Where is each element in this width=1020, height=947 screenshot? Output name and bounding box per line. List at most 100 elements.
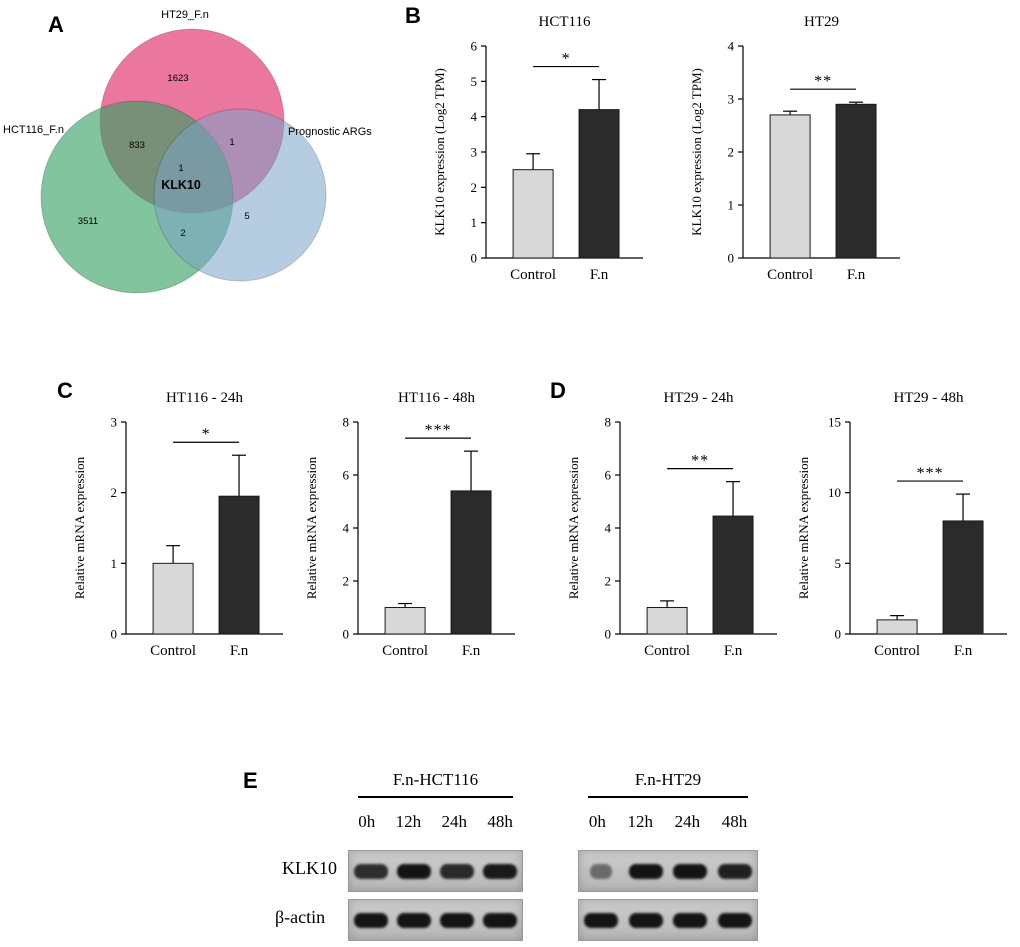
y-tick-label: 8	[605, 415, 612, 430]
chart-svg: HT116 - 48h Relative mRNA expression 0 2 4 6 8…	[304, 390, 515, 659]
y-tick-label: 8	[343, 415, 350, 430]
blot-band	[628, 864, 663, 879]
blot-band	[483, 913, 518, 928]
panel-label-a: A	[48, 12, 64, 37]
panel-label-d: D	[550, 378, 566, 403]
y-tick-label: 1	[111, 556, 118, 571]
chart-svg: HT29 - 48h Relative mRNA expression 0 5 10 15…	[796, 390, 1007, 659]
x-tick-label: F.n	[462, 643, 481, 659]
chart-c-ht116-24h: HT116 - 24h Relative mRNA expression 0 1 2 3 C…	[68, 382, 293, 690]
y-tick-label: 6	[605, 468, 612, 483]
chart-svg: HT116 - 24h Relative mRNA expression 0 1 2 3 C…	[72, 390, 283, 659]
chart-title: HT116 - 48h	[398, 390, 475, 406]
venn-circles	[40, 28, 327, 294]
blot-band	[717, 864, 752, 879]
y-tick-label: 4	[471, 109, 478, 124]
lane-labels-ht29: 0h 12h 24h 48h	[578, 812, 758, 832]
blot-group-title-hct116: F.n-HCT116	[392, 770, 479, 789]
blot-band	[673, 864, 708, 879]
y-tick-label: 0	[343, 627, 350, 642]
venn-diagram: HT29_F.n HCT116_F.n Prognostic ARGs 1623…	[3, 9, 372, 294]
venn-set-label-args: Prognostic ARGs	[288, 126, 372, 138]
significance-stars: **	[814, 73, 832, 90]
blot-image-actin-ht29	[578, 899, 758, 941]
venn-count-hct116-only: 3511	[78, 216, 98, 227]
venn-circle-args	[153, 108, 327, 282]
venn-count-args-only: 5	[244, 211, 249, 222]
significance-stars: *	[562, 51, 571, 68]
y-tick-label: 0	[605, 627, 612, 642]
y-axis-label: Relative mRNA expression	[566, 456, 581, 599]
y-tick-label: 0	[835, 627, 842, 642]
y-tick-label: 5	[835, 556, 842, 571]
x-tick-label: F.n	[724, 643, 743, 659]
bar-treatment	[578, 109, 620, 259]
y-tick-label: 3	[728, 92, 735, 107]
y-tick-label: 1	[471, 215, 478, 230]
x-tick-label: Control	[874, 643, 920, 659]
y-tick-label: 10	[828, 485, 841, 500]
y-tick-label: 2	[605, 574, 612, 589]
x-tick-label: F.n	[230, 643, 249, 659]
chart-b-ht29: HT29 KLK10 expression (Log2 TPM) 0 1 2 3 4 Cont…	[685, 6, 910, 314]
x-tick-label: F.n	[954, 643, 973, 659]
chart-svg: HT29 - 24h Relative mRNA expression 0 2 4 6 8 C…	[566, 390, 777, 659]
lane-label: 12h	[395, 812, 422, 831]
chart-title: HT29	[804, 14, 839, 30]
blot-band	[353, 864, 388, 879]
y-tick-label: 2	[343, 574, 350, 589]
y-axis-label: KLK10 expression (Log2 TPM)	[432, 68, 447, 236]
venn-count-all-three: 1	[178, 163, 183, 174]
chart-svg: HT29 KLK10 expression (Log2 TPM) 0 1 2 3 4 Cont…	[689, 14, 900, 283]
chart-d-ht29-48h: HT29 - 48h Relative mRNA expression 0 5 10 15…	[792, 382, 1017, 690]
y-tick-label: 4	[343, 521, 350, 536]
x-tick-label: Control	[644, 643, 690, 659]
bar-control	[769, 114, 811, 259]
blot-row-label-actin: β-actin	[275, 907, 326, 927]
y-tick-label: 2	[728, 145, 735, 160]
y-tick-label: 0	[728, 251, 735, 266]
significance-stars: ***	[425, 422, 452, 439]
lane-label: 48h	[721, 812, 748, 831]
significance-stars: *	[202, 426, 211, 443]
bar-treatment	[942, 520, 984, 635]
x-tick-label: F.n	[847, 267, 866, 283]
significance-stars: ***	[917, 465, 944, 482]
lane-label: 0h	[358, 812, 376, 831]
blot-image-klk10-hct116	[348, 850, 523, 892]
chart-title: HT29 - 48h	[894, 390, 964, 406]
blot-title-underline	[588, 796, 748, 798]
chart-title: HCT116	[539, 14, 591, 30]
y-axis-label: KLK10 expression (Log2 TPM)	[689, 68, 704, 236]
x-tick-label: F.n	[590, 267, 609, 283]
chart-b-hct116: HCT116 KLK10 expression (Log2 TPM) 0 1 2 3 4 5 6…	[428, 6, 653, 314]
blot-row-label-klk10: KLK10	[282, 858, 337, 878]
venn-count-hct116-args: 2	[180, 228, 185, 239]
chart-svg: HCT116 KLK10 expression (Log2 TPM) 0 1 2 3 4 5 6…	[432, 14, 643, 283]
venn-count-ht29-args: 1	[229, 137, 234, 148]
y-tick-label: 0	[111, 627, 118, 642]
blot-group-title-ht29: F.n-HT29	[634, 770, 702, 789]
x-tick-label: Control	[382, 643, 428, 659]
y-axis-label: Relative mRNA expression	[304, 456, 319, 599]
y-tick-label: 6	[343, 468, 350, 483]
blot-band	[440, 864, 475, 879]
bar-control	[152, 562, 194, 635]
blot-band	[396, 913, 431, 928]
blot-band	[584, 913, 619, 928]
venn-set-label-ht29: HT29_F.n	[161, 9, 209, 21]
chart-title: HT116 - 24h	[166, 390, 243, 406]
bar-treatment	[712, 515, 754, 635]
y-tick-label: 3	[471, 145, 478, 160]
bar-control	[384, 607, 426, 635]
blot-title-underline	[358, 796, 513, 798]
blot-band	[717, 913, 752, 928]
chart-c-ht116-48h: HT116 - 48h Relative mRNA expression 0 2 4 6 8…	[300, 382, 525, 690]
lane-label: 48h	[487, 812, 513, 831]
lane-label: 0h	[588, 812, 606, 831]
y-tick-label: 5	[471, 74, 478, 89]
bar-control	[646, 607, 688, 635]
venn-count-ht29-only: 1623	[167, 73, 188, 84]
bar-control	[512, 169, 554, 259]
significance-stars: **	[691, 453, 709, 470]
